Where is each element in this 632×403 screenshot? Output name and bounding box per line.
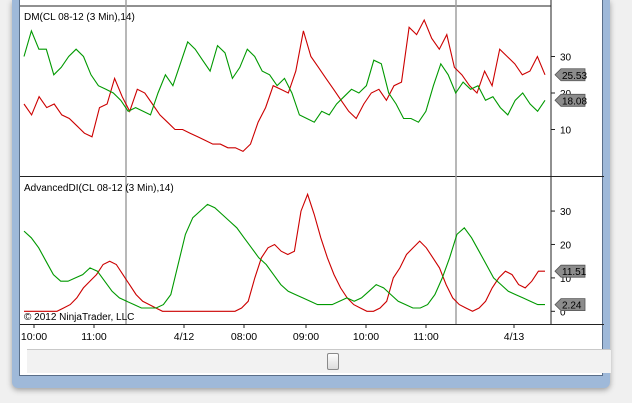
y-tick-label: 20 (560, 240, 572, 251)
series-line-green (23, 29, 546, 123)
x-tick-label: 11:00 (413, 331, 439, 343)
x-tick-label: 10:00 (21, 331, 47, 343)
series-line-red (24, 192, 545, 312)
window-frame: DM(CL 08-12 (3 Min),14) 10 20 30 25.53 18.08 A… (12, 0, 611, 388)
copyright-text: © 2012 NinjaTrader, LLC (24, 312, 134, 323)
x-tick-label: 08:00 (231, 331, 257, 343)
value-tag (554, 68, 586, 82)
panel-title: DM(CL 08-12 (3 Min),14) (24, 12, 135, 23)
value-tag-label: 2.24 (562, 301, 582, 312)
y-tick-label: 10 (560, 126, 572, 137)
value-tag-label: 18.08 (562, 96, 587, 107)
horizontal-scrollbar[interactable] (27, 349, 611, 373)
x-tick-label: 09:00 (293, 331, 319, 343)
y-tick-label: 30 (560, 207, 572, 218)
y-tick-label: 0 (560, 307, 566, 318)
panel-title: AdvancedDI(CL 08-12 (3 Min),14) (24, 183, 174, 194)
value-tag (554, 93, 586, 107)
y-tick-label: 30 (560, 53, 572, 64)
x-tick-label: 10:00 (353, 331, 379, 343)
x-tick-label: 11:00 (81, 331, 107, 343)
value-tag (554, 298, 586, 312)
chart-svg: DM(CL 08-12 (3 Min),14) 10 20 30 25.53 18.08 A… (20, 0, 604, 343)
value-tag-label: 25.53 (562, 71, 587, 82)
value-tag (554, 264, 586, 278)
x-tick-label: 4/12 (174, 331, 195, 343)
chart-area: DM(CL 08-12 (3 Min),14) 10 20 30 25.53 18.08 A… (19, 0, 611, 376)
scrollbar-thumb[interactable] (327, 353, 339, 370)
y-tick-label: 10 (560, 274, 572, 285)
value-tag-label: 11.51 (562, 267, 587, 278)
series-line-green (23, 203, 545, 309)
x-tick-label: 4/13 (504, 331, 525, 343)
